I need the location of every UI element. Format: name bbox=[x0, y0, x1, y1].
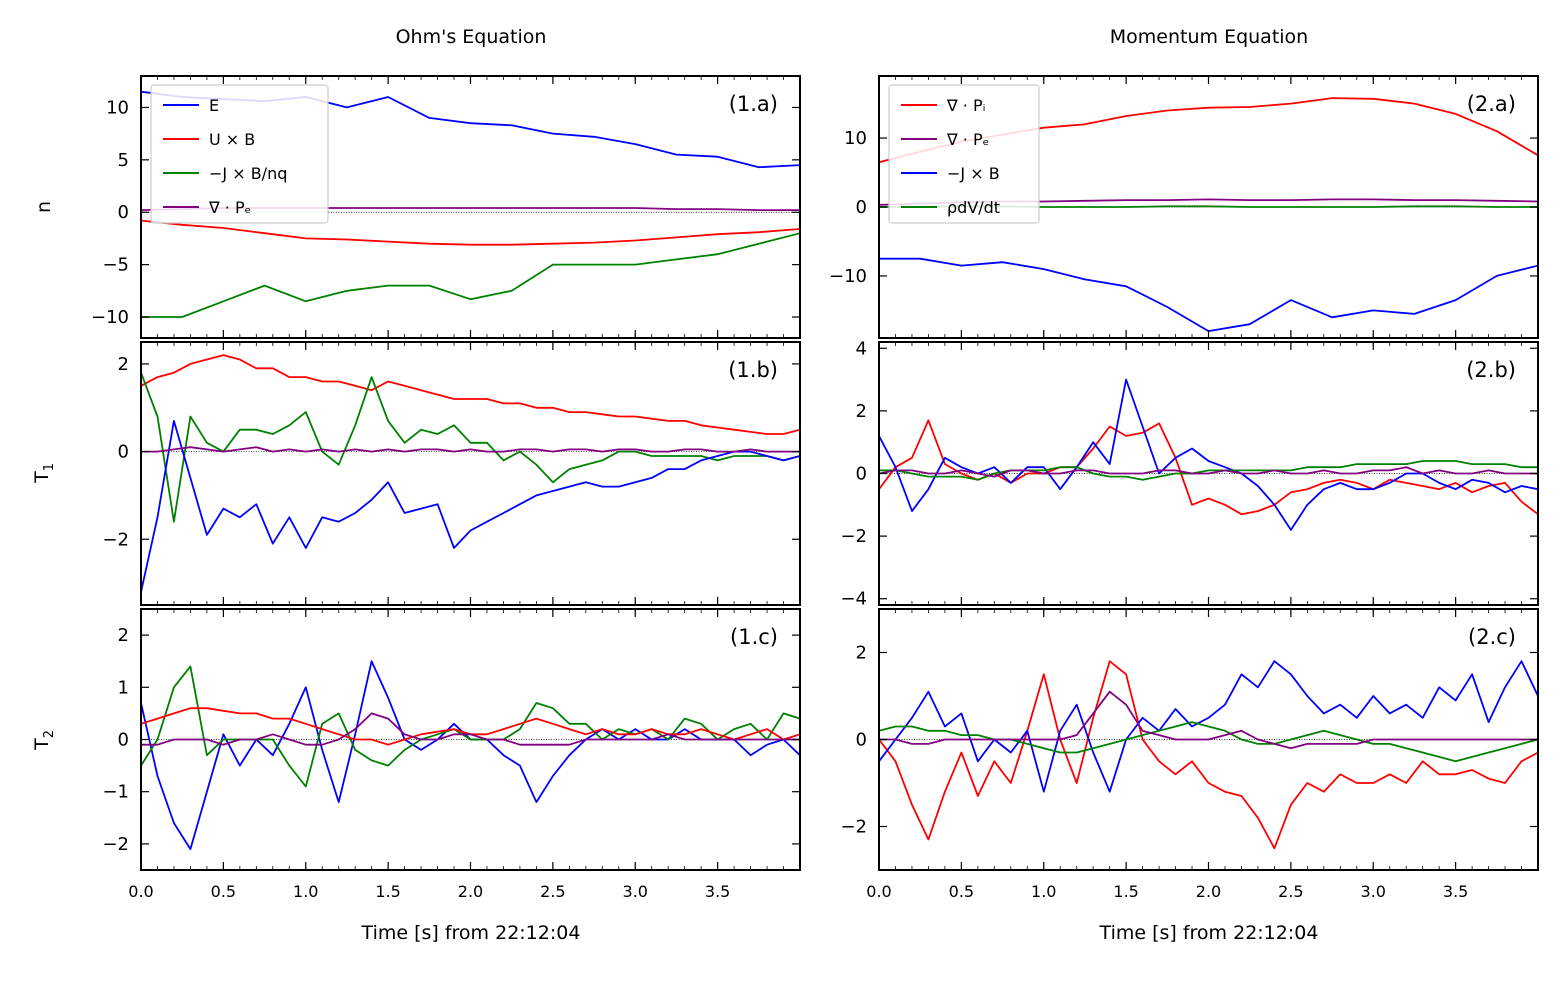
x-tick-label: 2.5 bbox=[1278, 882, 1303, 901]
series-line-1 bbox=[879, 660, 1538, 793]
series-line-3 bbox=[879, 690, 1538, 750]
x-tick-label: 3.0 bbox=[623, 882, 648, 901]
panel-tag: (1.a) bbox=[729, 92, 778, 116]
series-line-0 bbox=[879, 660, 1538, 850]
y-tick-label: −4 bbox=[840, 589, 867, 610]
panel-frame bbox=[140, 341, 801, 606]
series-line-1 bbox=[141, 219, 800, 246]
series-line-0 bbox=[141, 660, 800, 850]
series-line-0 bbox=[141, 354, 800, 435]
legend-label: ∇ · Pₑ bbox=[208, 198, 251, 217]
series-line-1 bbox=[879, 378, 1538, 531]
y-tick-label: −2 bbox=[102, 529, 129, 550]
panel-tag: (1.b) bbox=[728, 358, 778, 382]
y-tick-label: 2 bbox=[856, 643, 867, 664]
ohm-x-axis-label: Time [s] from 22:12:04 bbox=[361, 922, 581, 944]
x-tick-label: 2.0 bbox=[1196, 882, 1221, 901]
momentum-x-axis-label: Time [s] from 22:12:04 bbox=[1099, 922, 1319, 944]
y-tick-label: 5 bbox=[118, 150, 129, 171]
y-tick-label: −10 bbox=[91, 307, 129, 328]
x-tick-label: 3.5 bbox=[1443, 882, 1468, 901]
panel-tag: (2.b) bbox=[1466, 358, 1516, 382]
series-line-1 bbox=[141, 372, 800, 523]
series-line-3 bbox=[141, 446, 800, 453]
y-tick-label: 2 bbox=[856, 401, 867, 422]
series-line-3 bbox=[879, 466, 1538, 478]
panel-1: −2 0 2 (1.b) bbox=[102, 341, 801, 606]
panel-tag: (2.a) bbox=[1467, 92, 1516, 116]
y-tick-label: −2 bbox=[102, 834, 129, 855]
series-group bbox=[141, 354, 800, 593]
legend-label: ∇ · Pᵢ bbox=[946, 96, 985, 115]
x-tick-label: 0.5 bbox=[211, 882, 236, 901]
y-tick-label: 0 bbox=[118, 730, 129, 751]
panel-4: −4 −2 0 2 4 (2.b) bbox=[840, 338, 1539, 610]
series-group bbox=[141, 660, 800, 850]
series-group bbox=[879, 378, 1538, 531]
ohm-column-title: Ohm's Equation bbox=[395, 26, 547, 48]
y-tick-label: −1 bbox=[102, 782, 129, 803]
y-tick-label: 2 bbox=[118, 354, 129, 375]
panel-5: 0.0 0.5 1.0 1.5 2.0 2.5 3.0 3.5 −2 0 2 (2.c) bbox=[840, 608, 1539, 901]
legend: E U × B −J × B/nq ∇ · Pₑ bbox=[150, 84, 329, 224]
legend: ∇ · Pᵢ ∇ · Pₑ −J × B ρdV/dt bbox=[888, 84, 1040, 224]
panel-3: −10 0 10 (2.a) ∇ · Pᵢ ∇ · Pₑ −J × B ρdV/dt bbox=[829, 75, 1539, 339]
y-tick-label: 0 bbox=[856, 197, 867, 218]
series-line-1 bbox=[141, 665, 800, 788]
y-tick-label: −5 bbox=[102, 255, 129, 276]
series-line-2 bbox=[141, 232, 800, 318]
panel-tag: (2.c) bbox=[1468, 625, 1516, 649]
y-tick-label: 10 bbox=[106, 97, 129, 118]
x-tick-label: 0.0 bbox=[128, 882, 153, 901]
y-tick-label: −2 bbox=[840, 526, 867, 547]
momentum-column-title: Momentum Equation bbox=[1109, 26, 1309, 48]
x-tick-label: 2.5 bbox=[540, 882, 565, 901]
series-line-2 bbox=[141, 420, 800, 593]
x-tick-label: 1.0 bbox=[1031, 882, 1056, 901]
legend-box bbox=[888, 84, 1040, 224]
y-tick-label: 1 bbox=[118, 677, 129, 698]
y-tick-label: 0 bbox=[856, 464, 867, 485]
legend-label: −J × B/nq bbox=[209, 164, 287, 183]
panel-tag: (1.c) bbox=[730, 625, 778, 649]
y-tick-label: −2 bbox=[840, 817, 867, 838]
x-tick-label: 3.5 bbox=[705, 882, 730, 901]
x-tick-label: 0.5 bbox=[949, 882, 974, 901]
legend-label: U × B bbox=[209, 130, 255, 149]
y-tick-label: 4 bbox=[856, 338, 867, 359]
series-line-0 bbox=[879, 419, 1538, 516]
y-tick-label: −10 bbox=[829, 266, 867, 287]
legend-label: ∇ · Pₑ bbox=[946, 130, 989, 149]
y-tick-label: 2 bbox=[118, 625, 129, 646]
series-group bbox=[879, 660, 1538, 850]
legend-label: −J × B bbox=[947, 164, 1000, 183]
x-tick-label: 2.0 bbox=[458, 882, 483, 901]
x-tick-label: 1.5 bbox=[375, 882, 400, 901]
panel-0: −10 −5 0 5 10 (1.a) E U × B −J × B/nq ∇ · Pₑ bbox=[91, 75, 801, 339]
y-tick-label: 10 bbox=[844, 128, 867, 149]
legend-label: ρdV/dt bbox=[947, 198, 1000, 217]
x-tick-label: 0.0 bbox=[866, 882, 891, 901]
x-tick-label: 1.5 bbox=[1113, 882, 1138, 901]
y-tick-label: 0 bbox=[118, 442, 129, 463]
x-tick-label: 3.0 bbox=[1361, 882, 1386, 901]
y-tick-label: 0 bbox=[118, 202, 129, 223]
series-line-2 bbox=[879, 257, 1538, 332]
legend-label: E bbox=[209, 96, 219, 115]
panel-2: 0.0 0.5 1.0 1.5 2.0 2.5 3.0 3.5 −2 −1 0 1 2 (1.c) bbox=[102, 608, 801, 901]
y-tick-label: 0 bbox=[856, 730, 867, 751]
series-line-3 bbox=[141, 712, 800, 746]
series-line-2 bbox=[879, 721, 1538, 763]
x-tick-label: 1.0 bbox=[293, 882, 318, 901]
legend-box bbox=[150, 84, 329, 224]
